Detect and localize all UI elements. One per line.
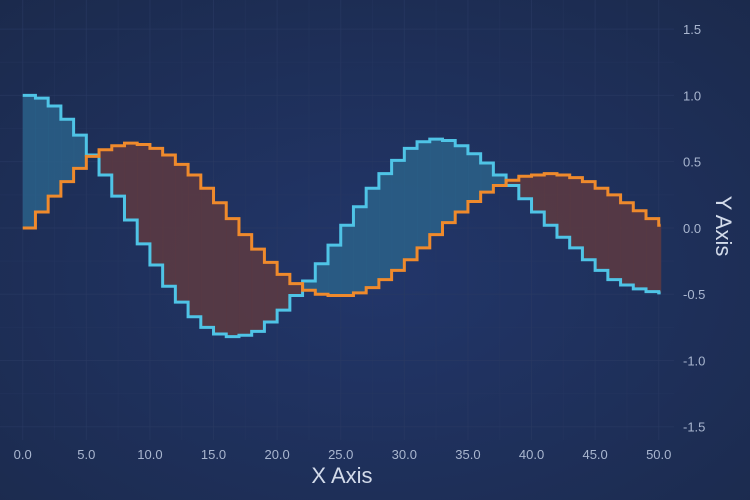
band-fill-segment xyxy=(302,280,316,291)
band-fill-segment xyxy=(417,141,431,248)
band-fill-segment xyxy=(251,249,266,332)
band-fill-segment xyxy=(99,149,113,175)
band-fill-segment xyxy=(455,145,469,213)
band-fill-segment xyxy=(391,160,405,271)
band-fill-segment xyxy=(73,135,87,169)
band-fill-segment xyxy=(442,140,456,223)
x-tick-label: 10.0 xyxy=(137,447,162,462)
x-tick-label: 0.0 xyxy=(14,447,32,462)
x-tick-label: 45.0 xyxy=(582,447,607,462)
series-lines xyxy=(22,93,661,339)
x-tick-label: 15.0 xyxy=(201,447,226,462)
y-tick-labels: 1.5 1.0 0.5 0.0 -0.5 -1.0 -1.5 xyxy=(683,22,705,435)
band-fill-segment xyxy=(200,188,215,328)
x-tick-label: 30.0 xyxy=(392,447,417,462)
x-tick-label: 50.0 xyxy=(646,447,671,462)
y-tick-label: 1.0 xyxy=(683,88,701,103)
band-fill-segment xyxy=(328,245,342,296)
y-tick-label: 0.0 xyxy=(683,221,701,236)
band-fill-segment xyxy=(238,234,253,336)
band-fill-segment xyxy=(595,188,609,271)
band-fill-segment xyxy=(544,173,558,226)
band-fill-segment xyxy=(149,148,164,266)
band-fill-segment xyxy=(620,202,634,285)
x-tick-label: 40.0 xyxy=(519,447,544,462)
band-fill-segment xyxy=(429,139,444,235)
band-fill-segment xyxy=(493,174,507,186)
band-fill-segment xyxy=(404,148,418,260)
band-fill-segment xyxy=(646,218,660,292)
band-fill-segment xyxy=(175,164,189,303)
series-1-line xyxy=(22,141,661,298)
band-fill-segment xyxy=(315,263,329,295)
y-tick-label: -1.5 xyxy=(683,420,705,435)
band-fill-segment xyxy=(531,174,545,213)
band-fill-segment xyxy=(124,143,138,220)
y-tick-label: -1.0 xyxy=(683,353,705,368)
y-tick-label: 0.5 xyxy=(683,155,701,170)
band-fill-segment xyxy=(518,176,533,199)
y-axis-title: Y Axis xyxy=(711,196,736,257)
x-tick-label: 20.0 xyxy=(264,447,289,462)
band-fill-segment xyxy=(289,283,304,296)
x-axis-title: X Axis xyxy=(311,463,372,488)
x-tick-labels: 0.0 5.0 10.0 15.0 20.0 25.0 30.0 35.0 40.0 45.0 50… xyxy=(14,447,672,462)
band-fill-segment xyxy=(22,95,37,228)
band-fill-segment xyxy=(506,180,520,186)
band-fills xyxy=(22,95,662,337)
grid-lines xyxy=(0,0,674,440)
band-fill-segment xyxy=(633,210,647,289)
x-tick-label: 25.0 xyxy=(328,447,353,462)
y-tick-label: -0.5 xyxy=(683,287,705,302)
x-tick-label: 5.0 xyxy=(77,447,95,462)
band-fill-segment xyxy=(48,106,62,197)
band-fill-segment xyxy=(188,174,202,317)
y-tick-label: 1.5 xyxy=(683,22,701,37)
band-fill-segment xyxy=(213,202,227,334)
band-fill-segment xyxy=(226,218,240,337)
band-fill-segment xyxy=(467,153,482,202)
band-fill-segment xyxy=(366,188,380,288)
band-fill-segment xyxy=(264,262,278,323)
band-fill-segment xyxy=(35,98,49,213)
band-fill-segment xyxy=(582,181,596,260)
band-fill-segment xyxy=(569,177,584,248)
band-fill-segment xyxy=(353,206,367,293)
band-fill-segment xyxy=(480,163,494,193)
band-fill-segment xyxy=(277,274,291,311)
series-2-line xyxy=(22,93,661,339)
band-fill-segment xyxy=(658,225,662,293)
band-fill-segment xyxy=(340,225,355,296)
band-fill-segment xyxy=(162,155,176,287)
band-fill-segment xyxy=(60,119,75,182)
band-fill-segment xyxy=(137,144,151,244)
x-tick-label: 35.0 xyxy=(455,447,480,462)
band-fill-segment xyxy=(556,174,571,238)
band-fill-segment xyxy=(607,194,622,280)
band-fill-segment xyxy=(378,173,393,280)
band-fill-segment xyxy=(111,145,126,197)
